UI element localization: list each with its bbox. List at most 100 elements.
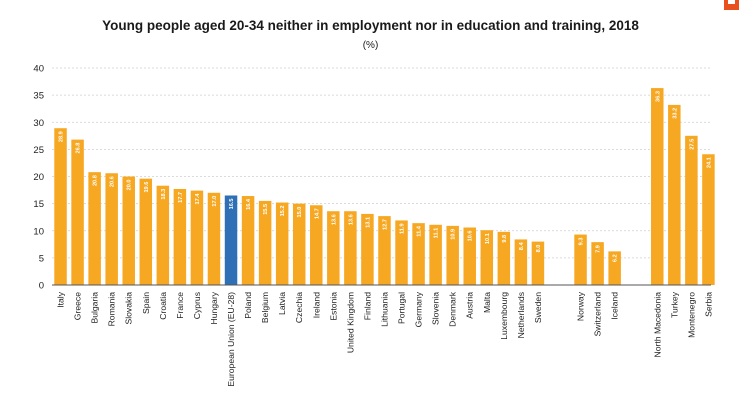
bar	[292, 203, 306, 285]
data-label: 8.4	[519, 242, 525, 251]
data-label: 17.0	[212, 196, 218, 207]
x-tick-label: Czechia	[294, 292, 304, 323]
data-label: 10.1	[485, 233, 491, 244]
bar	[574, 234, 587, 285]
bar	[361, 213, 374, 285]
x-tick-label: Estonia	[328, 292, 338, 321]
data-label: 17.4	[195, 193, 201, 205]
x-tick-label: Germany	[414, 291, 424, 327]
y-tick-label: 15	[33, 199, 44, 210]
data-label: 17.7	[178, 192, 184, 203]
x-tick-label: Portugal	[397, 292, 407, 324]
bar	[668, 104, 681, 285]
data-label: 16.5	[229, 198, 235, 209]
bar	[54, 128, 67, 285]
x-tick-label: Italy	[56, 291, 66, 307]
data-label: 20.6	[110, 176, 116, 187]
data-label: 27.5	[689, 139, 695, 150]
data-label: 10.6	[468, 230, 474, 241]
x-tick-label: Croatia	[158, 292, 168, 320]
data-label: 16.4	[246, 198, 252, 210]
data-label: 13.6	[331, 214, 337, 225]
chart-title: Young people aged 20-34 neither in emplo…	[102, 18, 639, 33]
bar	[139, 178, 153, 285]
y-tick-label: 35	[33, 91, 44, 102]
data-label: 11.1	[434, 228, 440, 239]
x-tick-label: Turkey	[669, 291, 679, 318]
x-tick-label: Greece	[73, 292, 83, 320]
y-tick-label: 0	[39, 281, 44, 292]
x-tick-label: Belgium	[260, 292, 270, 323]
data-label: 12.7	[382, 219, 388, 230]
bar	[480, 230, 494, 285]
data-label: 9.3	[579, 238, 585, 246]
x-tick-label: Poland	[243, 292, 253, 319]
data-label: 13.1	[365, 217, 371, 228]
bar	[685, 135, 698, 285]
x-tick-label: France	[175, 292, 185, 319]
x-tick-label: Slovakia	[124, 292, 134, 325]
bar	[412, 223, 425, 285]
x-tick-label: Latvia	[277, 292, 287, 315]
data-label: 11.4	[417, 225, 423, 236]
bar	[310, 205, 323, 285]
x-tick-label: Iceland	[610, 292, 620, 320]
y-tick-label: 25	[33, 145, 44, 156]
x-tick-label: Switzerland	[593, 292, 603, 337]
data-label: 15.5	[263, 204, 269, 215]
data-label: 6.2	[613, 254, 619, 262]
bar	[702, 154, 715, 285]
bar	[224, 195, 238, 285]
bar	[190, 190, 204, 285]
data-label: 8.0	[536, 245, 542, 253]
bar	[395, 220, 408, 285]
bar	[608, 251, 621, 285]
data-label: 13.6	[348, 214, 354, 225]
y-tick-label: 30	[33, 118, 44, 129]
bar	[514, 239, 528, 285]
y-tick-label: 40	[33, 64, 44, 75]
bar	[207, 192, 221, 285]
brand-logo-icon	[724, 0, 739, 10]
x-tick-label: Slovenia	[431, 292, 441, 325]
data-label: 33.2	[672, 108, 678, 119]
data-label: 18.3	[161, 189, 167, 200]
data-label: 10.9	[451, 229, 457, 240]
data-label: 36.3	[655, 91, 661, 102]
x-tick-label: Austria	[465, 292, 475, 319]
x-tick-label: North Macedonia	[652, 292, 662, 358]
bar	[429, 224, 442, 285]
labels: 0 5 10 15 20 25 30 35 40 28.9 Italy 26.8 Greece 20.8 B…	[33, 64, 713, 387]
data-label: 11.9	[400, 223, 406, 234]
y-tick-label: 10	[33, 226, 44, 237]
data-label: 15.2	[280, 206, 286, 217]
bar	[88, 172, 101, 285]
chart-subtitle: (%)	[362, 40, 379, 51]
bar	[591, 242, 604, 285]
data-label: 20.8	[93, 175, 99, 186]
y-tick-label: 20	[33, 172, 44, 183]
x-tick-label: Romania	[107, 292, 117, 327]
data-label: 19.6	[144, 182, 150, 193]
data-label: 9.8	[502, 235, 508, 243]
bar	[463, 227, 476, 285]
bar	[156, 185, 170, 285]
x-tick-label: Malta	[482, 292, 492, 313]
data-label: 24.1	[706, 157, 712, 168]
x-tick-label: Bulgaria	[90, 292, 100, 324]
data-label: 28.9	[59, 131, 65, 142]
x-tick-label: Norway	[576, 291, 586, 321]
x-tick-label: Serbia	[703, 292, 713, 317]
x-tick-label: Lithuania	[379, 292, 389, 327]
data-label: 14.7	[314, 208, 320, 219]
bar	[446, 225, 459, 285]
bars	[54, 88, 715, 285]
x-tick-label: Spain	[141, 292, 151, 314]
data-label: 15.0	[297, 207, 303, 218]
bar	[241, 196, 255, 285]
bar	[105, 173, 118, 285]
bar	[497, 231, 511, 285]
bar	[275, 202, 289, 285]
x-tick-label: Denmark	[448, 291, 458, 327]
